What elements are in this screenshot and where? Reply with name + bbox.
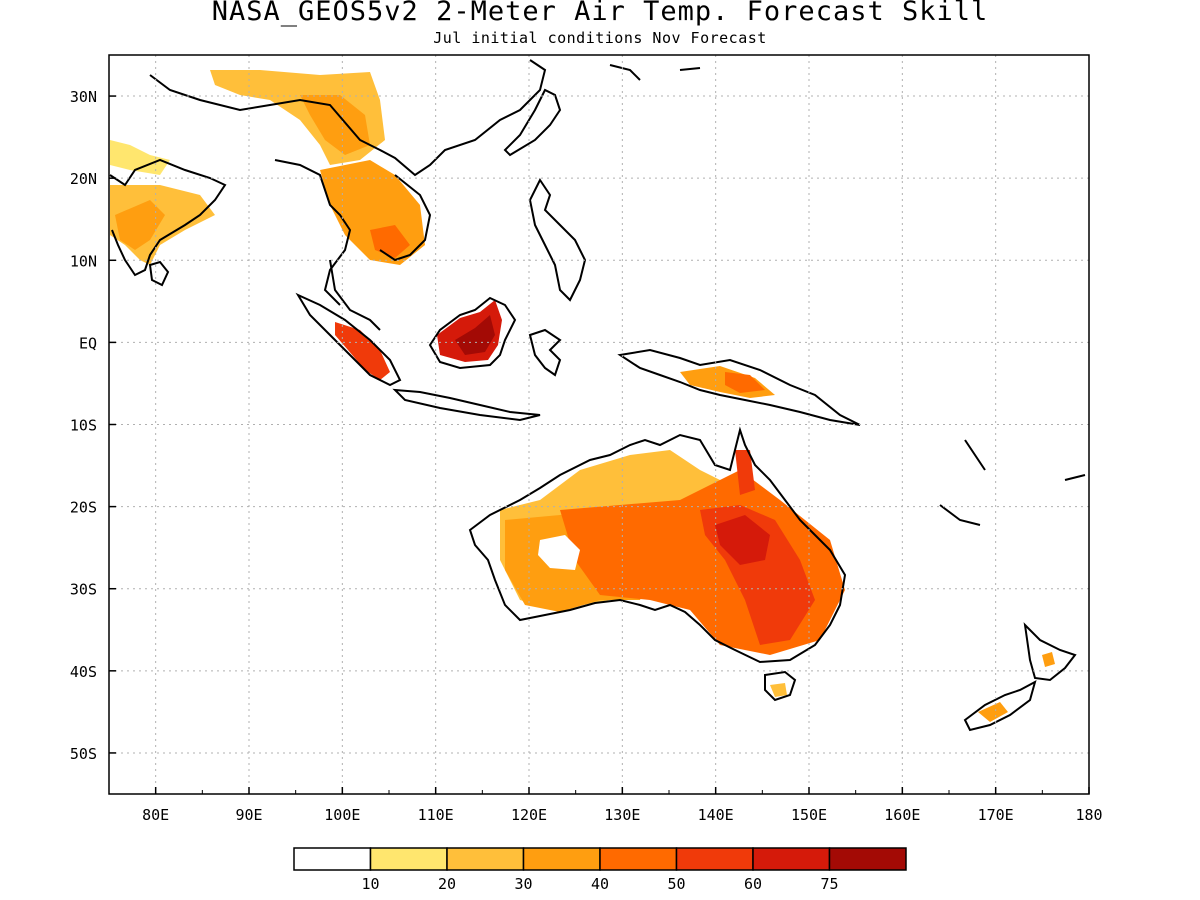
lat-tick-label: 20N — [70, 170, 97, 188]
skill-region-indochina — [320, 160, 425, 265]
colorbar-label: 60 — [744, 875, 762, 893]
colorbar-swatch — [828, 847, 907, 871]
lon-tick-label: 100E — [324, 806, 360, 824]
lon-tick-label: 80E — [142, 806, 169, 824]
map-subtitle: Jul initial conditions Nov Forecast — [433, 29, 767, 47]
lat-tick-label: 20S — [70, 499, 97, 517]
colorbar-label: 40 — [591, 875, 609, 893]
colorbar-swatch — [446, 847, 525, 871]
lon-tick-label: 110E — [418, 806, 454, 824]
lat-tick-label: 30S — [70, 581, 97, 599]
skill-region-india-core — [115, 200, 165, 250]
colorbar: 10 20 30 40 50 60 75 — [293, 847, 907, 893]
skill-region-new-zealand — [978, 702, 1008, 722]
colorbar-label: 10 — [361, 875, 379, 893]
skill-region-cape-york — [735, 450, 755, 495]
map-title: NASA_GEOS5v2 2-Meter Air Temp. Forecast … — [211, 0, 989, 27]
lat-tick-label: 30N — [70, 88, 97, 106]
skill-shading — [110, 70, 1055, 722]
coastlines — [109, 59, 1086, 732]
skill-region-australia-white-pocket — [538, 535, 580, 570]
colorbar-swatch — [599, 847, 678, 871]
lon-tick-label: 150E — [791, 806, 827, 824]
skill-region-sumatra — [335, 322, 390, 380]
skill-region-new-guinea-core — [725, 372, 765, 393]
lon-tick-label: 120E — [511, 806, 547, 824]
skill-region-queensland-core — [715, 515, 770, 565]
axis-labels: 80E 90E 100E 110E 120E 130E 140E 150E 160E 170E 18… — [70, 88, 1103, 824]
lon-tick-label: 90E — [235, 806, 262, 824]
colorbar-label: 75 — [820, 875, 838, 893]
colorbar-swatch — [369, 847, 448, 871]
lon-tick-label: 170E — [978, 806, 1014, 824]
colorbar-swatch — [752, 847, 831, 871]
lat-tick-label: 50S — [70, 745, 97, 763]
skill-region-borneo-core — [455, 315, 495, 355]
colorbar-label: 30 — [514, 875, 532, 893]
colorbar-label: 20 — [438, 875, 456, 893]
lat-tick-label: EQ — [79, 334, 97, 352]
skill-region-south-china-core — [300, 95, 370, 155]
skill-region-new-zealand-north — [1042, 652, 1055, 667]
lon-tick-label: 160E — [884, 806, 920, 824]
colorbar-swatch — [293, 847, 372, 871]
lat-tick-label: 40S — [70, 663, 97, 681]
lat-tick-label: 10N — [70, 252, 97, 270]
skill-region-tasmania — [770, 683, 787, 697]
axis-ticks — [108, 95, 1090, 794]
lat-tick-label: 10S — [70, 417, 97, 435]
skill-region-india-north — [110, 140, 170, 175]
colorbar-swatch — [675, 847, 754, 871]
colorbar-label: 50 — [667, 875, 685, 893]
skill-region-indochina-core — [370, 225, 410, 258]
colorbar-swatch — [522, 847, 601, 871]
lon-tick-label: 130E — [604, 806, 640, 824]
lon-tick-label: 180 — [1075, 806, 1102, 824]
lon-tick-label: 140E — [698, 806, 734, 824]
plot-frame — [108, 54, 1090, 795]
graticule — [109, 55, 1089, 794]
